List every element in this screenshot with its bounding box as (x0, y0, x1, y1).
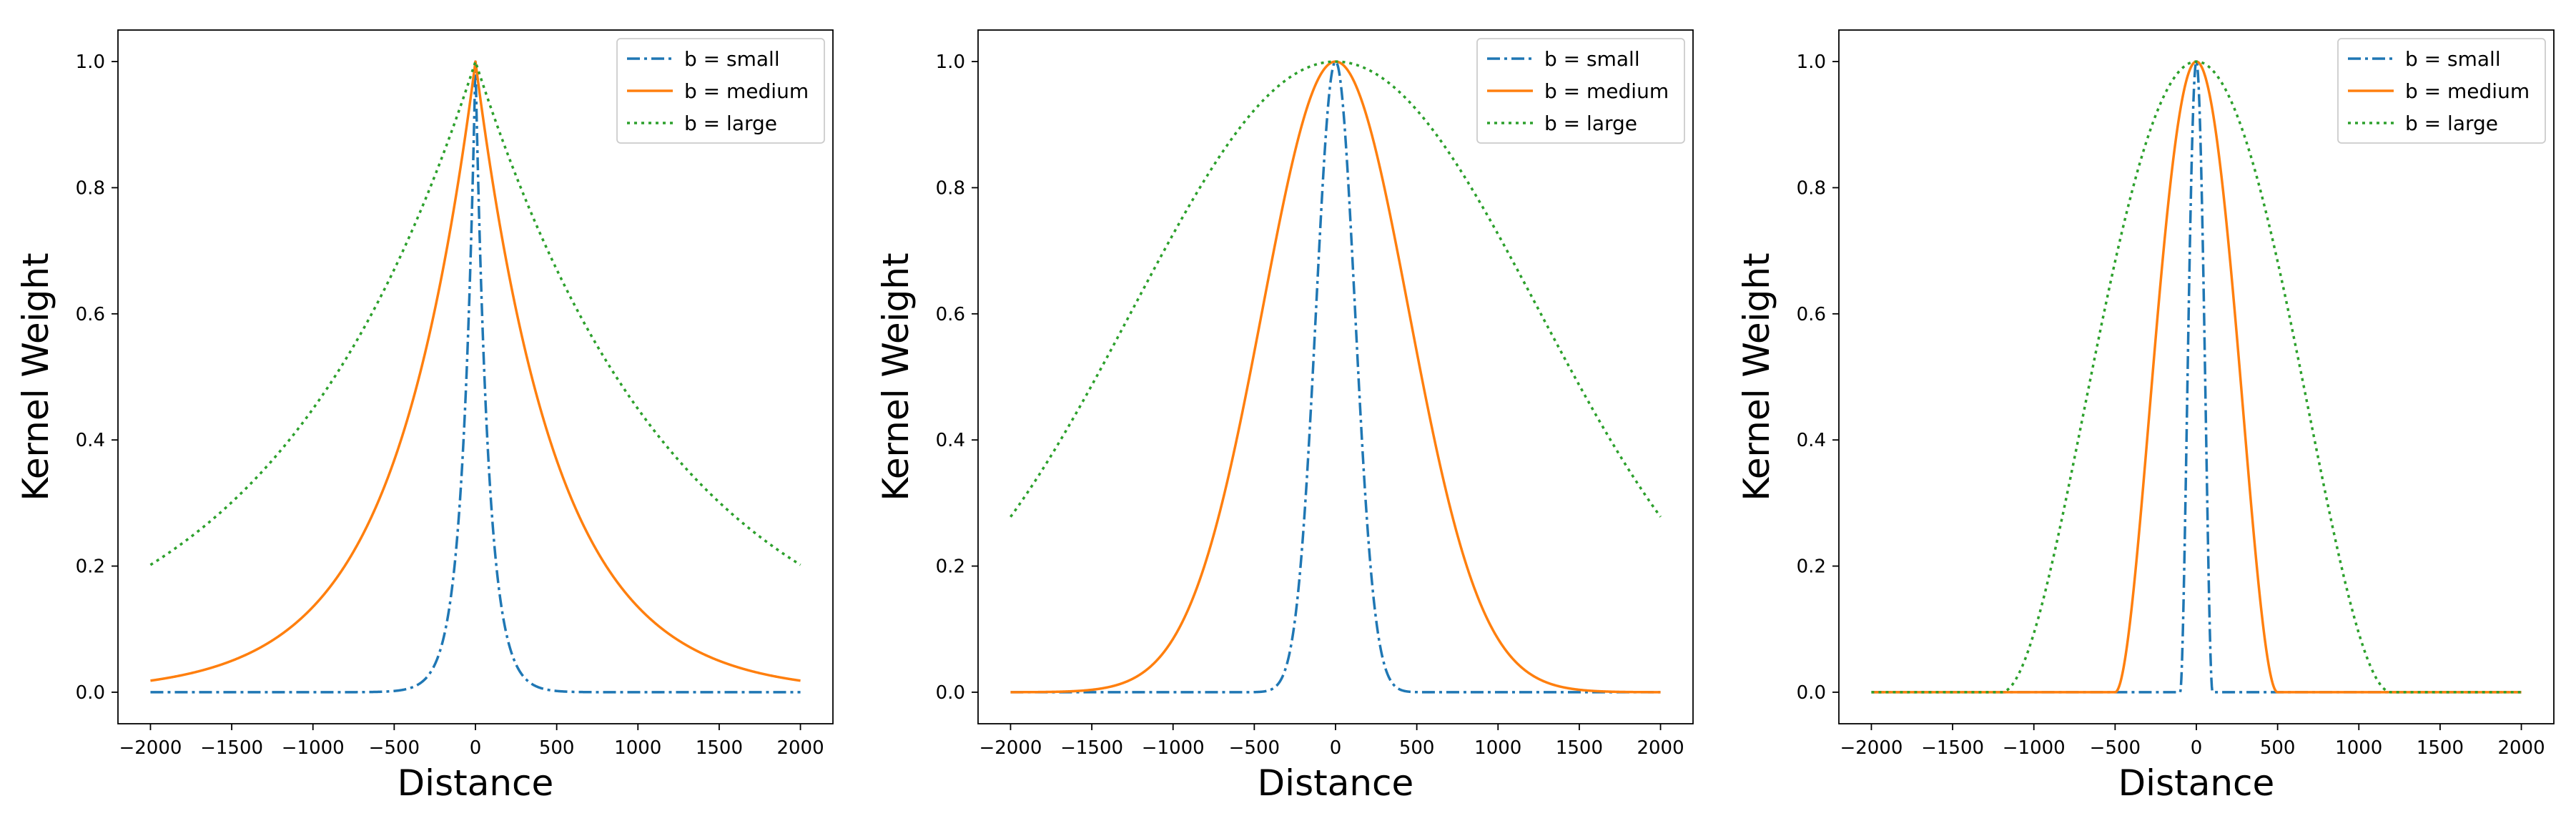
legend-entry: b = medium (1544, 79, 1669, 103)
x-tick-label: 500 (539, 737, 575, 759)
y-tick-label: 0.6 (936, 304, 965, 325)
legend-entry: b = small (1544, 47, 1640, 71)
legend-entry: b = small (2405, 47, 2501, 71)
x-tick-label: −1500 (1921, 737, 1984, 759)
chart-panel-gaussian: −2000 −1500 −1000 −500 0 500 1000 1500 2000 0.0 0.… (875, 29, 1694, 804)
x-tick-label: 1500 (696, 737, 743, 759)
x-tick-label: 0 (2191, 737, 2203, 759)
y-tick-label: 0.8 (936, 177, 965, 199)
series-line-blarge (149, 60, 801, 566)
legend-box (616, 38, 825, 144)
x-tick-label: −2000 (1840, 737, 1903, 759)
x-tick-label: −500 (369, 737, 420, 759)
y-tick-label: 0.0 (76, 682, 105, 704)
y-tick-label: 0.6 (1797, 304, 1826, 325)
series-line-blarge (1010, 60, 1662, 518)
series-line-bmedium (1010, 60, 1662, 694)
legend-entry: b = medium (684, 79, 809, 103)
plot-area (149, 60, 801, 694)
y-tick-label: 0.4 (76, 430, 105, 451)
series-line-bsmall (1870, 60, 2522, 694)
y-tick-label: 0.0 (1797, 682, 1826, 704)
y-tick-label: 0.2 (936, 556, 965, 578)
legend: b = small b = medium b = large (2337, 38, 2546, 144)
legend-box (2337, 38, 2546, 144)
x-tick-label: 1500 (2417, 737, 2464, 759)
y-tick-label: 0.8 (76, 177, 105, 199)
y-tick-label: 1.0 (76, 51, 105, 73)
series-line-bsmall (1010, 60, 1662, 694)
series-line-bmedium (1870, 60, 2522, 694)
legend-entry: b = large (1544, 112, 1637, 135)
series-line-bsmall (149, 60, 801, 694)
x-tick-label: −1500 (1060, 737, 1123, 759)
y-tick-label: 0.6 (76, 304, 105, 325)
series-line-blarge (1870, 60, 2522, 694)
y-tick-label: 0.2 (1797, 556, 1826, 578)
legend: b = small b = medium b = large (616, 38, 825, 144)
plot-area (1870, 60, 2522, 694)
y-tick-label: 0.4 (936, 430, 965, 451)
x-tick-label: 0 (1330, 737, 1342, 759)
x-tick-label: 500 (1399, 737, 1435, 759)
x-tick-label: −2000 (119, 737, 182, 759)
x-tick-label: 500 (2260, 737, 2296, 759)
series-line-bmedium (149, 60, 801, 682)
legend-box (1476, 38, 1685, 144)
x-tick-label: −1500 (200, 737, 263, 759)
x-tick-label: −2000 (979, 737, 1042, 759)
plot-area (1010, 60, 1662, 694)
x-axis-label: Distance (1258, 762, 1414, 804)
x-tick-label: −1000 (282, 737, 345, 759)
x-tick-label: 1000 (614, 737, 661, 759)
x-axis-label: Distance (2118, 762, 2275, 804)
x-axis-label: Distance (398, 762, 554, 804)
x-tick-label: 2000 (776, 737, 824, 759)
legend: b = small b = medium b = large (1476, 38, 1685, 144)
legend-entry: b = large (2405, 112, 2498, 135)
y-tick-label: 1.0 (936, 51, 965, 73)
y-tick-label: 0.8 (1797, 177, 1826, 199)
x-tick-label: −500 (2090, 737, 2141, 759)
y-axis-label: Kernel Weight (15, 252, 56, 501)
x-tick-label: −1000 (1142, 737, 1205, 759)
x-tick-label: 2000 (1637, 737, 1684, 759)
x-tick-label: −500 (1229, 737, 1280, 759)
x-tick-label: 1000 (1474, 737, 1521, 759)
y-tick-label: 0.0 (936, 682, 965, 704)
x-tick-label: 0 (470, 737, 482, 759)
x-tick-label: 2000 (2497, 737, 2545, 759)
x-tick-label: −1000 (2003, 737, 2066, 759)
legend-entry: b = large (684, 112, 777, 135)
legend-entry: b = small (684, 47, 780, 71)
chart-panel-bisquare: −2000 −1500 −1000 −500 0 500 1000 1500 2000 0.0 0.… (1736, 29, 2555, 804)
chart-panel-exponential: −2000 −1500 −1000 −500 0 500 1000 1500 2000 0.0 0.… (15, 29, 834, 804)
y-axis-label: Kernel Weight (875, 252, 917, 501)
legend-entry: b = medium (2405, 79, 2530, 103)
y-axis-label: Kernel Weight (1736, 252, 1777, 501)
y-tick-label: 0.4 (1797, 430, 1826, 451)
y-tick-label: 1.0 (1797, 51, 1826, 73)
y-tick-label: 0.2 (76, 556, 105, 578)
x-tick-label: 1000 (2335, 737, 2382, 759)
x-tick-label: 1500 (1556, 737, 1603, 759)
